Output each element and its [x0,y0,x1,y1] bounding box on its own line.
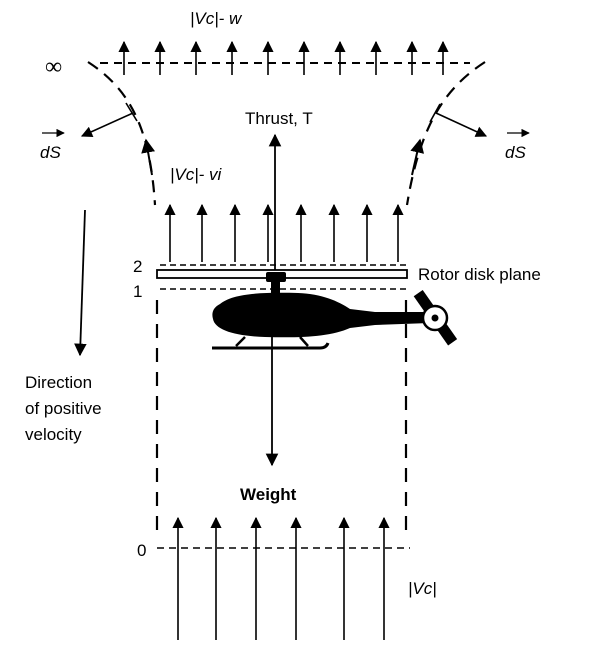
slipstream-boundary-right-upper [405,61,486,206]
label-infinity: ∞ [45,54,62,80]
label-far-wake-velocity: |Vc|- w [190,9,243,28]
ds-tick-left [125,102,138,122]
label-thrust: Thrust, T [245,109,313,128]
label-ds-left: dS [40,143,61,162]
label-weight: Weight [240,485,297,504]
label-direction-line2: of positive [25,399,102,418]
ds-tick-right [429,103,441,123]
slipstream-boundary-left-upper [87,61,157,206]
label-rotor-disk-plane: Rotor disk plane [418,265,541,284]
label-station-0: 0 [137,541,146,560]
boundary-flow-arrow-left [141,138,156,176]
disk-flow-arrows [164,203,404,262]
label-direction-line3: velocity [25,425,82,444]
label-disk-velocity: |Vc|- vi [170,165,223,184]
ds-arrow-right [435,112,488,137]
label-station-2: 2 [133,257,142,276]
boundary-flow-arrow-right [410,138,425,176]
positive-velocity-arrow [74,209,87,357]
label-station-1: 1 [133,282,142,301]
far-wake-arrows [118,40,449,75]
climb-flow-arrows [172,516,390,640]
helicopter-icon [212,272,458,350]
label-ds-right: dS [505,143,526,162]
label-direction-line1: Direction [25,373,92,392]
ds-arrow-left [80,112,134,137]
label-climb-velocity: |Vc| [408,579,437,598]
